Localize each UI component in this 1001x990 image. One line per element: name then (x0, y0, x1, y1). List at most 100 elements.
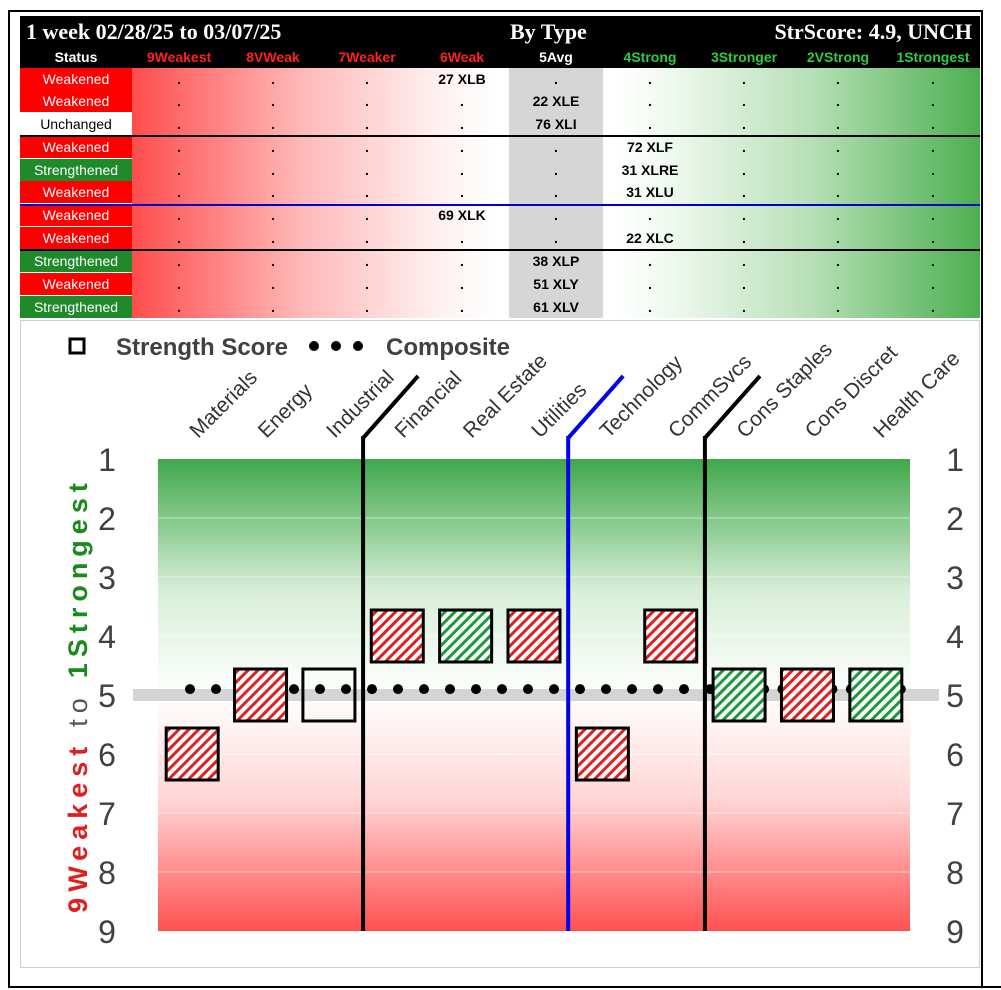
y-tick-right: 7 (946, 796, 964, 832)
empty-dot-cell: . (931, 299, 935, 315)
ticker-cell: 31 XLU (626, 184, 674, 200)
composite-dot (445, 684, 455, 695)
y-axis-title: 9Weakestto1Strongest (63, 477, 93, 913)
legend-composite-label: Composite (386, 334, 510, 361)
empty-dot-cell: . (365, 276, 369, 292)
ticker-cell: 38 XLP (532, 253, 580, 269)
empty-dot-cell: . (742, 184, 746, 200)
composite-dot (523, 684, 533, 695)
empty-dot-cell: . (177, 184, 181, 200)
empty-dot-cell: . (177, 299, 181, 315)
ticker-cell: 76 XLI (535, 116, 577, 132)
empty-dot-cell: . (648, 299, 652, 315)
column-header-6: 4Strong (623, 49, 677, 65)
y-tick-left: 8 (98, 855, 116, 891)
empty-dot-cell: . (836, 207, 840, 223)
column-header-7: 3Stronger (710, 49, 778, 65)
empty-dot-cell: . (742, 71, 746, 87)
empty-dot-cell: . (177, 139, 181, 155)
y-tick-right: 9 (946, 914, 964, 950)
empty-dot-cell: . (836, 93, 840, 109)
empty-dot-cell: . (177, 93, 181, 109)
status-cell: Weakened (20, 68, 132, 90)
strength-box-commsvcs (643, 608, 699, 664)
empty-dot-cell: . (836, 71, 840, 87)
ticker-cell: 27 XLB (438, 71, 486, 87)
ticker-cell: 51 XLY (533, 276, 579, 292)
empty-dot-cell: . (742, 116, 746, 132)
y-tick-right: 1 (946, 442, 964, 478)
strength-box-cons-discret (779, 667, 835, 723)
ticker-cell: 72 XLF (627, 139, 673, 155)
composite-dot (393, 684, 403, 695)
group-divider (20, 135, 980, 137)
group-divider-blue (20, 204, 980, 206)
y-tick-left: 1 (98, 442, 116, 478)
group-divider (20, 249, 980, 251)
column-header-4: 6Weak (439, 49, 485, 65)
empty-dot-cell: . (554, 184, 558, 200)
column-header-5: 5Avg (539, 49, 573, 65)
empty-dot-cell: . (365, 207, 369, 223)
y-tick-left: 6 (98, 737, 116, 773)
empty-dot-cell: . (271, 253, 275, 269)
status-cell: Strengthened (20, 159, 132, 181)
composite-dot (627, 684, 637, 695)
category-label: Utilities (527, 378, 591, 442)
empty-dot-cell: . (365, 230, 369, 246)
legend-strength-label: Strength Score (116, 334, 288, 361)
empty-dot-cell: . (836, 162, 840, 178)
strength-box-materials (164, 726, 220, 782)
strength-box-financial (369, 608, 425, 664)
empty-dot-cell: . (177, 230, 181, 246)
y-tick-right: 8 (946, 855, 964, 891)
composite-dot (341, 684, 351, 695)
empty-dot-cell: . (554, 139, 558, 155)
strength-box-energy (233, 667, 289, 723)
composite-dot (367, 684, 377, 695)
empty-dot-cell: . (460, 184, 464, 200)
empty-dot-cell: . (931, 276, 935, 292)
empty-dot-cell: . (742, 230, 746, 246)
ticker-cell: 69 XLK (438, 207, 486, 223)
composite-dot (419, 684, 429, 695)
status-cell: Unchanged (20, 113, 132, 135)
empty-dot-cell: . (554, 207, 558, 223)
outer-frame (8, 10, 983, 988)
empty-dot-cell: . (460, 162, 464, 178)
empty-dot-cell: . (177, 253, 181, 269)
category-label: Materials (185, 366, 262, 443)
empty-dot-cell: . (836, 253, 840, 269)
empty-dot-cell: . (836, 184, 840, 200)
group-divider-slant (361, 374, 420, 440)
empty-dot-cell: . (365, 93, 369, 109)
empty-dot-cell: . (931, 139, 935, 155)
empty-dot-cell: . (177, 162, 181, 178)
empty-dot-cell: . (836, 116, 840, 132)
composite-dot (601, 684, 611, 695)
composite-dot (211, 684, 221, 695)
strength-score-title: StrScore: 4.9, UNCH (774, 19, 972, 44)
composite-dot (471, 684, 481, 695)
y-tick-left: 3 (98, 560, 116, 596)
strength-box-cons-staples (711, 667, 767, 723)
legend-dot-icon (309, 341, 319, 351)
empty-dot-cell: . (554, 162, 558, 178)
legend-dot-icon (331, 341, 341, 351)
category-label: Industrial (322, 366, 399, 443)
empty-dot-cell: . (742, 299, 746, 315)
empty-dot-cell: . (742, 253, 746, 269)
empty-dot-cell: . (460, 230, 464, 246)
title-bar: 1 week 02/28/25 to 03/07/25 By Type StrS… (20, 16, 980, 47)
strength-box-technology (574, 726, 630, 782)
empty-dot-cell: . (271, 162, 275, 178)
strength-box-health-care (848, 667, 904, 723)
empty-dot-cell: . (648, 71, 652, 87)
strength-chart: 1 12 23 34 45 56 67 78 89 99Weakestto1StrongestMa… (63, 334, 965, 950)
empty-dot-cell: . (271, 184, 275, 200)
empty-dot-cell: . (648, 116, 652, 132)
composite-dot (653, 684, 663, 695)
empty-dot-cell: . (460, 253, 464, 269)
ticker-cell: 22 XLC (626, 230, 674, 246)
ticker-cell: 22 XLE (532, 93, 580, 109)
